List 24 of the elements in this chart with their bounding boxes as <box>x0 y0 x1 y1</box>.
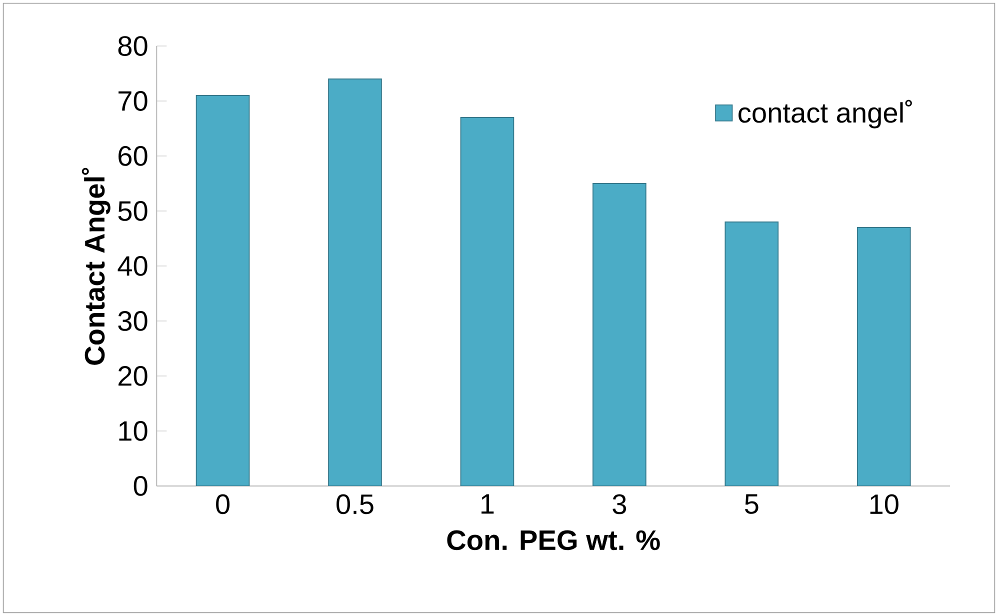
y-tick-label: 60 <box>118 146 148 166</box>
x-tick-label: 0 <box>216 494 230 514</box>
x-tick-label: 3 <box>612 494 626 514</box>
y-tick-label: 30 <box>118 311 148 331</box>
y-tick-label: 0 <box>134 476 148 496</box>
y-tick-label: 80 <box>118 36 148 56</box>
legend-label: contact angel˚ <box>738 100 912 128</box>
y-tick-label: 10 <box>119 421 148 441</box>
y-tick-label: 50 <box>118 201 148 221</box>
bar <box>856 227 911 486</box>
x-tick-label: 10 <box>870 494 898 514</box>
y-tick-label: 70 <box>118 91 148 111</box>
y-axis-title: Contact Angel˚ <box>82 168 110 365</box>
x-tick-label: 5 <box>744 494 758 514</box>
x-tick-label: 1 <box>482 494 494 514</box>
bar <box>592 183 646 486</box>
y-tick-label: 40 <box>118 256 148 276</box>
bar <box>328 78 382 486</box>
bar <box>460 117 514 486</box>
bar <box>196 95 250 486</box>
y-tick-label: 20 <box>118 366 148 386</box>
x-tick-label: 0.5 <box>336 494 374 514</box>
bar <box>724 222 779 486</box>
x-axis-title: Con. PEG wt. % <box>447 530 660 550</box>
